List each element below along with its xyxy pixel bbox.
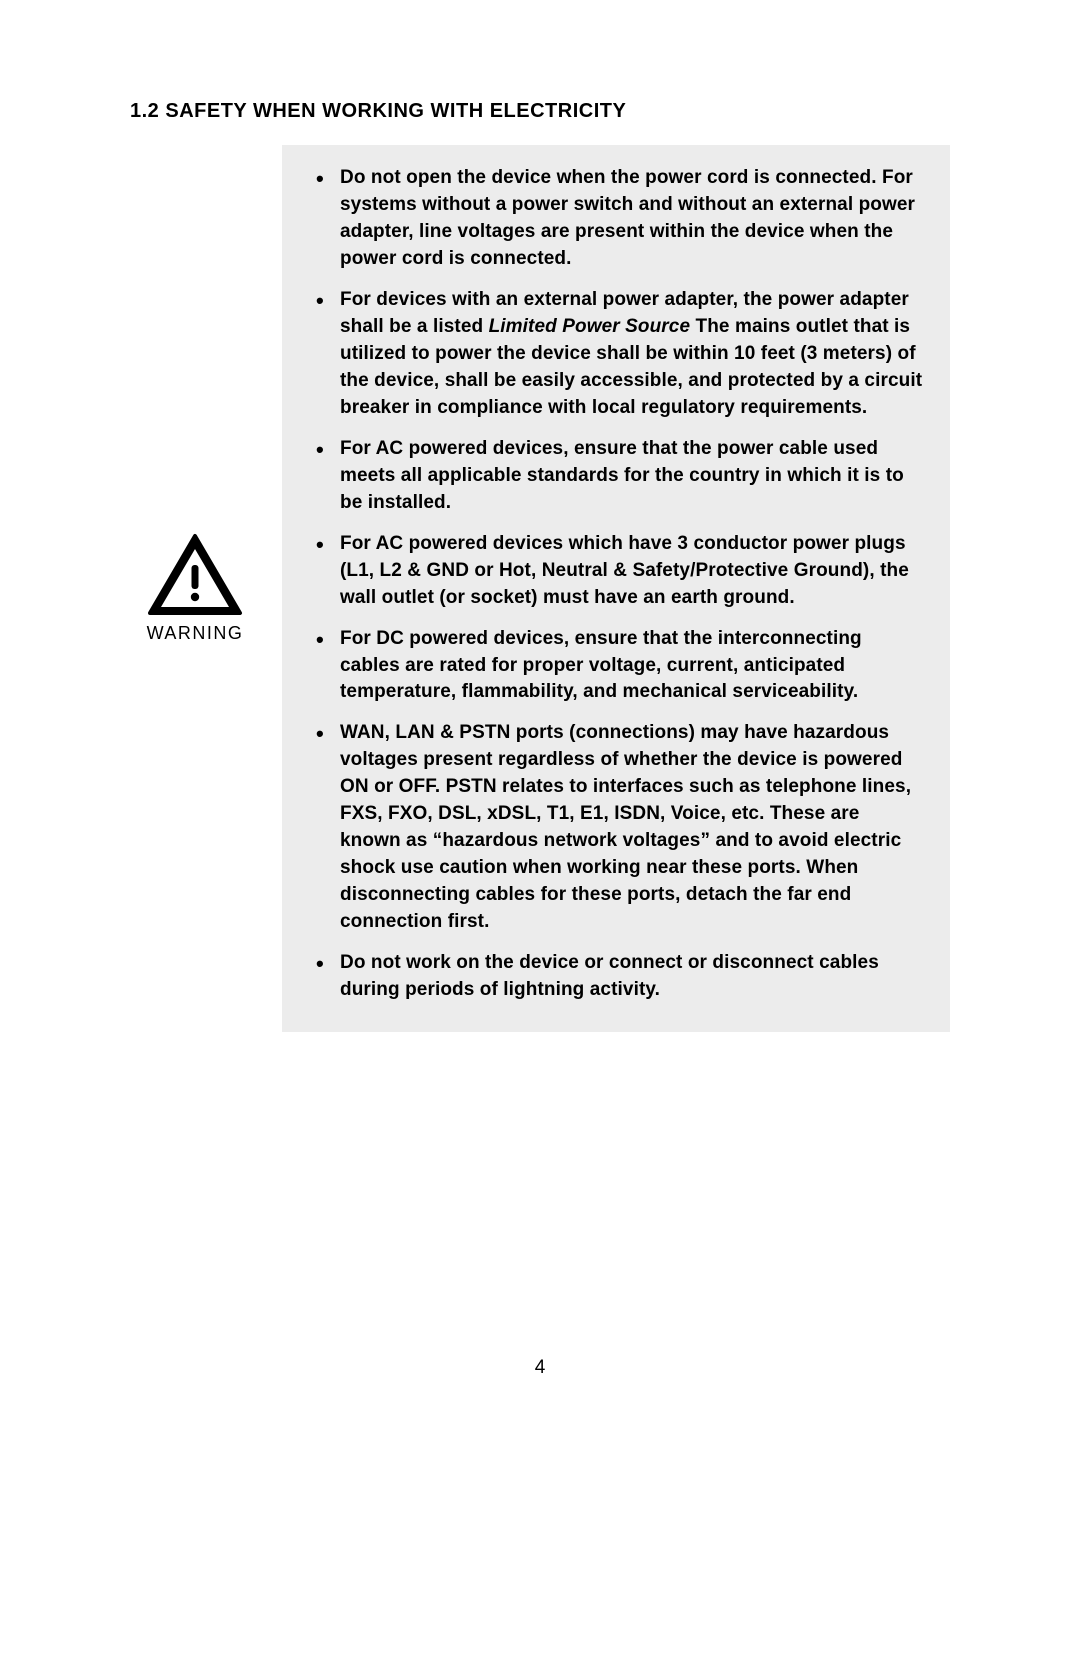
warning-bullet: Do not open the device when the power co…: [312, 165, 924, 273]
warning-bullet: For AC powered devices which have 3 cond…: [312, 531, 924, 612]
document-page: 1.2 SAFETY WHEN WORKING WITH ELECTRICITY…: [0, 0, 1080, 1669]
warning-bullet-list: Do not open the device when the power co…: [312, 165, 924, 1004]
warning-bullet: WAN, LAN & PSTN ports (connections) may …: [312, 720, 924, 936]
warning-box: Do not open the device when the power co…: [282, 145, 950, 1032]
warning-row: WARNING Do not open the device when the …: [130, 145, 950, 1032]
warning-bullet: For DC powered devices, ensure that the …: [312, 626, 924, 707]
warning-triangle-icon: [147, 533, 243, 617]
section-heading: 1.2 SAFETY WHEN WORKING WITH ELECTRICITY: [130, 100, 950, 123]
warning-bullet: For AC powered devices, ensure that the …: [312, 436, 924, 517]
warning-bullet: For devices with an external power adapt…: [312, 287, 924, 422]
page-number: 4: [0, 1357, 1080, 1379]
warning-symbol-column: WARNING: [130, 533, 260, 644]
warning-bullet: Do not work on the device or connect or …: [312, 950, 924, 1004]
warning-label: WARNING: [147, 623, 244, 644]
